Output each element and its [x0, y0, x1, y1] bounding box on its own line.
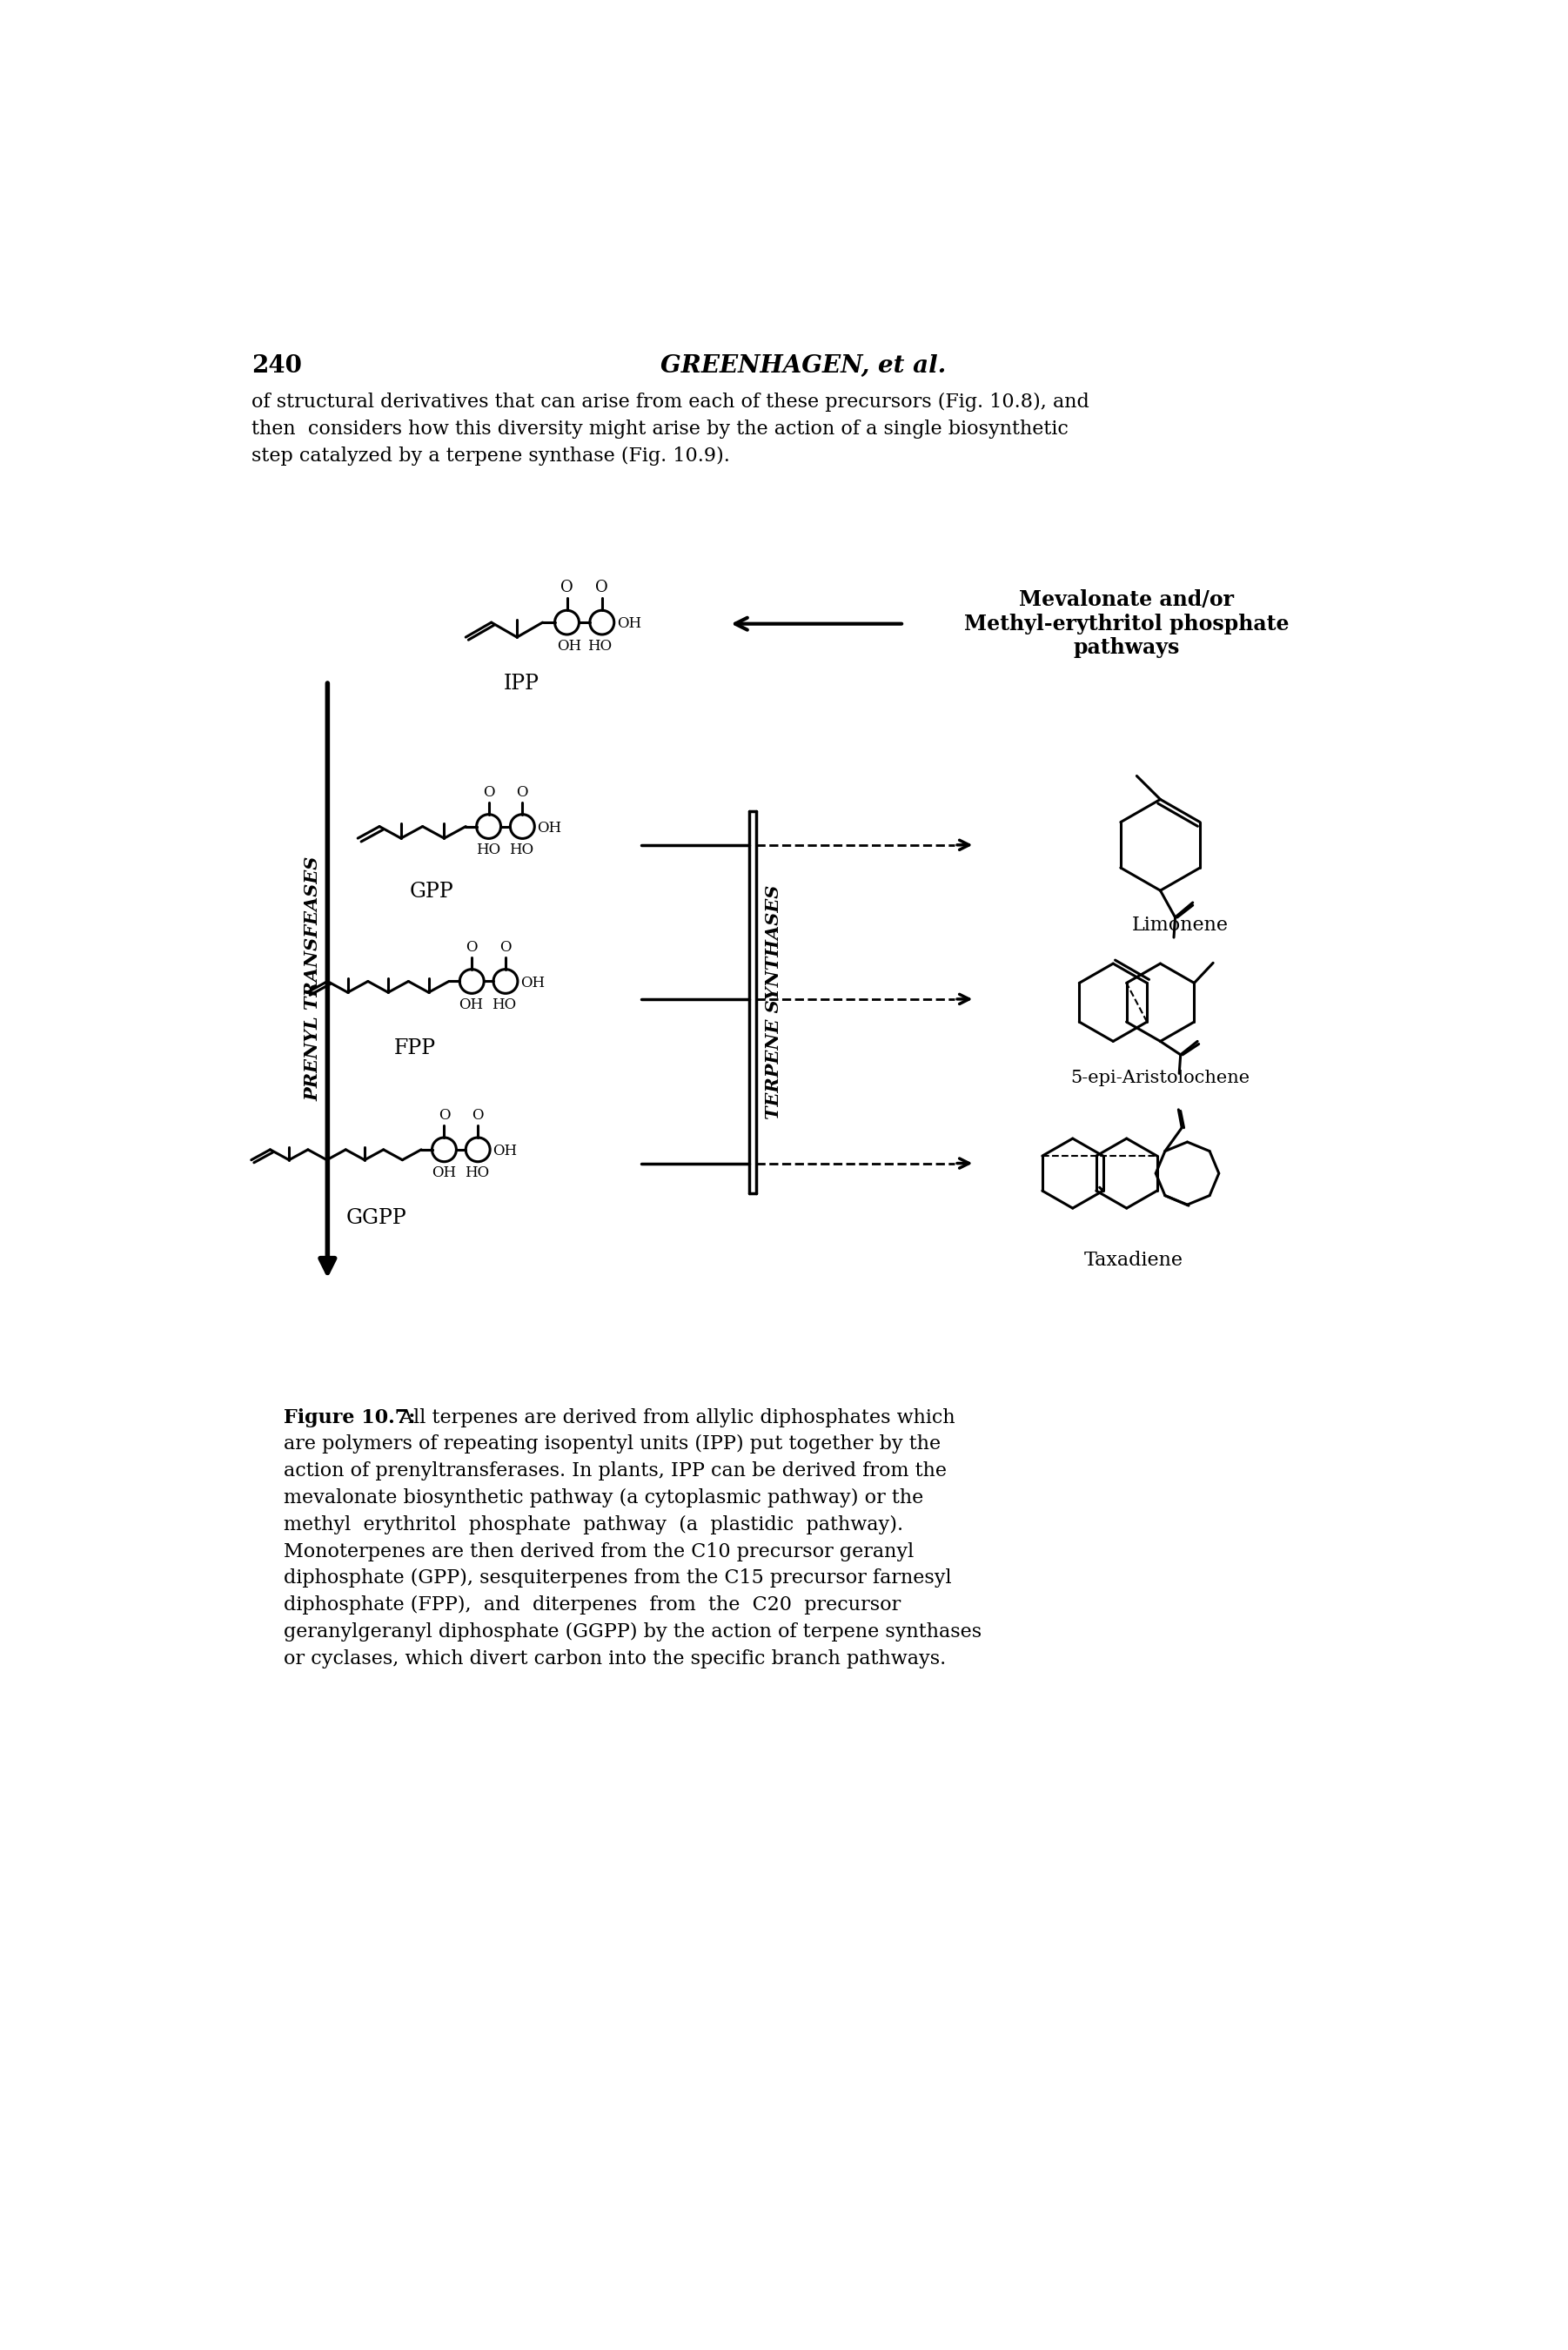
- Text: OH: OH: [616, 616, 641, 632]
- Text: action of prenyltransferases. In plants, IPP can be derived from the: action of prenyltransferases. In plants,…: [284, 1462, 947, 1480]
- Text: FPP: FPP: [394, 1039, 436, 1058]
- Text: GPP: GPP: [409, 881, 455, 902]
- Text: O: O: [516, 785, 528, 799]
- Text: O: O: [596, 580, 608, 595]
- Text: step catalyzed by a terpene synthase (Fig. 10.9).: step catalyzed by a terpene synthase (Fi…: [251, 446, 729, 465]
- Text: O: O: [466, 940, 478, 954]
- Text: diphosphate (GPP), sesquiterpenes from the C15 precursor farnesyl: diphosphate (GPP), sesquiterpenes from t…: [284, 1570, 952, 1589]
- Text: Mevalonate and/or
Methyl-erythritol phosphate
pathways: Mevalonate and/or Methyl-erythritol phos…: [964, 590, 1289, 658]
- Text: OH: OH: [521, 975, 544, 989]
- Text: Figure 10.7:: Figure 10.7:: [284, 1408, 416, 1426]
- Text: OH: OH: [431, 1166, 456, 1180]
- Text: IPP: IPP: [503, 674, 539, 693]
- Text: OH: OH: [557, 639, 582, 653]
- Text: Taxadiene: Taxadiene: [1083, 1250, 1182, 1269]
- Text: GGPP: GGPP: [345, 1208, 406, 1229]
- Text: O: O: [439, 1107, 450, 1123]
- Text: PRENYL TRANSFEASES: PRENYL TRANSFEASES: [304, 855, 321, 1102]
- Text: O: O: [500, 940, 511, 954]
- Text: HO: HO: [586, 639, 612, 653]
- Text: HO: HO: [492, 996, 516, 1013]
- Text: 240: 240: [251, 355, 301, 378]
- Text: HO: HO: [475, 844, 500, 858]
- Text: GREENHAGEN, et al.: GREENHAGEN, et al.: [660, 355, 947, 378]
- Text: or cyclases, which divert carbon into the specific branch pathways.: or cyclases, which divert carbon into th…: [284, 1650, 946, 1668]
- Text: of structural derivatives that can arise from each of these precursors (Fig. 10.: of structural derivatives that can arise…: [251, 392, 1090, 411]
- Text: OH: OH: [459, 996, 483, 1013]
- Text: Limonene: Limonene: [1132, 914, 1229, 935]
- Text: O: O: [560, 580, 574, 595]
- Text: O: O: [472, 1107, 485, 1123]
- Text: 5-epi-Aristolochene: 5-epi-Aristolochene: [1071, 1069, 1250, 1086]
- Text: HO: HO: [464, 1166, 489, 1180]
- Text: OH: OH: [492, 1144, 517, 1159]
- Text: Monoterpenes are then derived from the C10 precursor geranyl: Monoterpenes are then derived from the C…: [284, 1542, 914, 1560]
- Text: methyl  erythritol  phosphate  pathway  (a  plastidic  pathway).: methyl erythritol phosphate pathway (a p…: [284, 1516, 903, 1535]
- Text: All terpenes are derived from allylic diphosphates which: All terpenes are derived from allylic di…: [394, 1408, 955, 1426]
- Text: then  considers how this diversity might arise by the action of a single biosynt: then considers how this diversity might …: [251, 418, 1068, 439]
- Text: geranylgeranyl diphosphate (GGPP) by the action of terpene synthases: geranylgeranyl diphosphate (GGPP) by the…: [284, 1621, 982, 1643]
- Text: are polymers of repeating isopentyl units (IPP) put together by the: are polymers of repeating isopentyl unit…: [284, 1436, 941, 1455]
- Text: mevalonate biosynthetic pathway (a cytoplasmic pathway) or the: mevalonate biosynthetic pathway (a cytop…: [284, 1488, 924, 1509]
- Text: TERPENE SYNTHASES: TERPENE SYNTHASES: [765, 886, 782, 1119]
- Text: O: O: [483, 785, 494, 799]
- Text: OH: OH: [538, 820, 561, 834]
- Text: HO: HO: [510, 844, 533, 858]
- Text: diphosphate (FPP),  and  diterpenes  from  the  C20  precursor: diphosphate (FPP), and diterpenes from t…: [284, 1596, 902, 1614]
